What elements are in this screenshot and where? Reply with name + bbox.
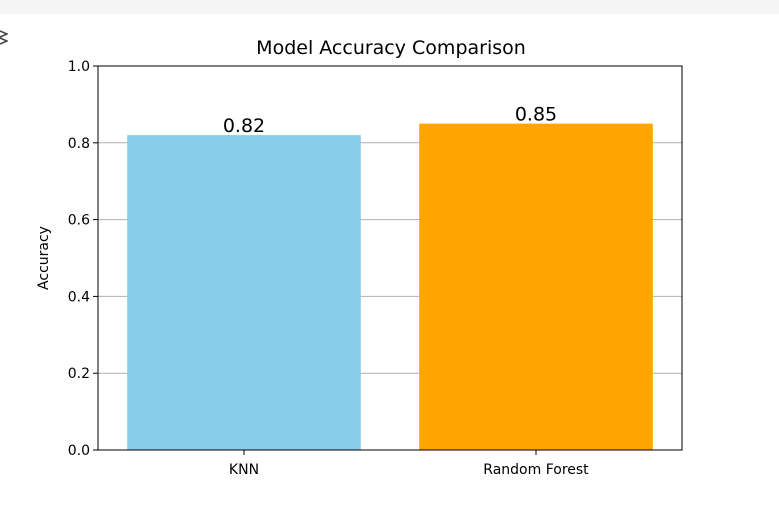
x-axis-ticks: KNN Random Forest xyxy=(229,450,589,478)
plot-frame xyxy=(97,65,683,451)
output-expand-icon[interactable] xyxy=(0,28,8,46)
y-tick-label: 0.6 xyxy=(68,213,90,229)
notebook-toolbar-strip xyxy=(0,0,779,14)
y-tick-label: 1.0 xyxy=(68,59,90,75)
bar-knn xyxy=(127,135,361,450)
data-label: 0.82 xyxy=(223,115,265,137)
y-axis-ticks: 0.0 0.2 0.4 0.6 0.8 1.0 xyxy=(68,59,98,459)
y-tick-label: 0.4 xyxy=(68,289,90,305)
y-tick-label: 0.0 xyxy=(68,443,90,459)
x-tick-label: KNN xyxy=(229,462,259,478)
bar-random-forest xyxy=(419,123,653,450)
chart-title: Model Accuracy Comparison xyxy=(256,37,526,59)
data-label: 0.85 xyxy=(515,104,557,126)
y-tick-label: 0.8 xyxy=(68,136,90,152)
y-axis-label: Accuracy xyxy=(36,226,52,290)
x-tick-label: Random Forest xyxy=(483,462,589,478)
y-tick-label: 0.2 xyxy=(68,366,90,382)
bars xyxy=(127,123,653,450)
data-labels: 0.82 0.85 xyxy=(223,104,557,138)
